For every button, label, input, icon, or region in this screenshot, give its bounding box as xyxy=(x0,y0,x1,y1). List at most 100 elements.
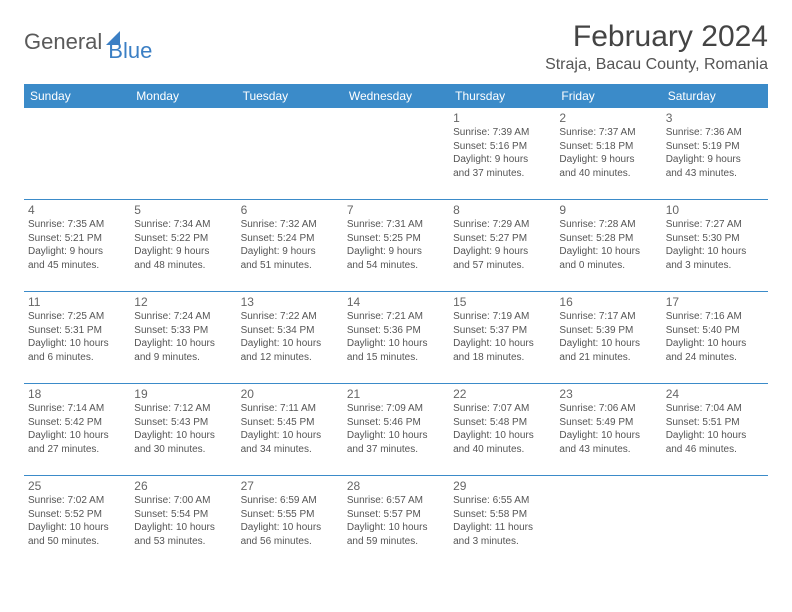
logo-text-2: Blue xyxy=(108,38,152,64)
day-number: 19 xyxy=(134,387,232,401)
day-cell: 28Sunrise: 6:57 AMSunset: 5:57 PMDayligh… xyxy=(343,476,449,568)
day-number: 10 xyxy=(666,203,764,217)
day-header-row: Sunday Monday Tuesday Wednesday Thursday… xyxy=(24,84,768,108)
empty-cell xyxy=(237,108,343,200)
sun-detail: Sunrise: 7:00 AM xyxy=(134,494,232,508)
sun-detail: Daylight: 9 hours xyxy=(559,153,657,167)
sun-detail: Sunrise: 7:27 AM xyxy=(666,218,764,232)
sun-detail: Sunset: 5:27 PM xyxy=(453,232,551,246)
sun-detail: Sunrise: 7:24 AM xyxy=(134,310,232,324)
sun-detail: Sunset: 5:34 PM xyxy=(241,324,339,338)
day-cell: 7Sunrise: 7:31 AMSunset: 5:25 PMDaylight… xyxy=(343,200,449,292)
sun-detail: Sunrise: 7:11 AM xyxy=(241,402,339,416)
day-cell: 16Sunrise: 7:17 AMSunset: 5:39 PMDayligh… xyxy=(555,292,661,384)
day-cell: 5Sunrise: 7:34 AMSunset: 5:22 PMDaylight… xyxy=(130,200,236,292)
sun-detail: and 43 minutes. xyxy=(666,167,764,181)
sun-detail: Sunrise: 7:25 AM xyxy=(28,310,126,324)
sun-detail: Daylight: 10 hours xyxy=(666,337,764,351)
sun-detail: Sunrise: 6:57 AM xyxy=(347,494,445,508)
sun-detail: Sunrise: 7:02 AM xyxy=(28,494,126,508)
sun-detail: Sunrise: 7:14 AM xyxy=(28,402,126,416)
sun-detail: and 53 minutes. xyxy=(134,535,232,549)
sun-detail: Sunset: 5:24 PM xyxy=(241,232,339,246)
day-number: 5 xyxy=(134,203,232,217)
sun-detail: Sunset: 5:21 PM xyxy=(28,232,126,246)
day-cell: 22Sunrise: 7:07 AMSunset: 5:48 PMDayligh… xyxy=(449,384,555,476)
day-number: 14 xyxy=(347,295,445,309)
sun-detail: and 37 minutes. xyxy=(453,167,551,181)
day-number: 12 xyxy=(134,295,232,309)
day-cell: 11Sunrise: 7:25 AMSunset: 5:31 PMDayligh… xyxy=(24,292,130,384)
sun-detail: Sunset: 5:19 PM xyxy=(666,140,764,154)
day-cell: 26Sunrise: 7:00 AMSunset: 5:54 PMDayligh… xyxy=(130,476,236,568)
sun-detail: Sunrise: 7:32 AM xyxy=(241,218,339,232)
day-cell: 6Sunrise: 7:32 AMSunset: 5:24 PMDaylight… xyxy=(237,200,343,292)
sun-detail: Sunrise: 7:39 AM xyxy=(453,126,551,140)
day-number: 22 xyxy=(453,387,551,401)
day-cell: 24Sunrise: 7:04 AMSunset: 5:51 PMDayligh… xyxy=(662,384,768,476)
sun-detail: and 57 minutes. xyxy=(453,259,551,273)
sun-detail: Sunset: 5:55 PM xyxy=(241,508,339,522)
sun-detail: Sunset: 5:58 PM xyxy=(453,508,551,522)
day-number: 2 xyxy=(559,111,657,125)
sun-detail: Sunset: 5:16 PM xyxy=(453,140,551,154)
day-number: 27 xyxy=(241,479,339,493)
day-cell: 3Sunrise: 7:36 AMSunset: 5:19 PMDaylight… xyxy=(662,108,768,200)
page-title: February 2024 xyxy=(545,20,768,54)
day-header: Saturday xyxy=(662,84,768,108)
sun-detail: Sunset: 5:57 PM xyxy=(347,508,445,522)
day-number: 24 xyxy=(666,387,764,401)
sun-detail: and 21 minutes. xyxy=(559,351,657,365)
sun-detail: Sunset: 5:45 PM xyxy=(241,416,339,430)
sun-detail: and 3 minutes. xyxy=(666,259,764,273)
day-number: 13 xyxy=(241,295,339,309)
sun-detail: Daylight: 9 hours xyxy=(241,245,339,259)
sun-detail: and 18 minutes. xyxy=(453,351,551,365)
sun-detail: and 30 minutes. xyxy=(134,443,232,457)
day-number: 28 xyxy=(347,479,445,493)
day-cell: 23Sunrise: 7:06 AMSunset: 5:49 PMDayligh… xyxy=(555,384,661,476)
sun-detail: Daylight: 10 hours xyxy=(453,429,551,443)
day-number: 1 xyxy=(453,111,551,125)
sun-detail: and 9 minutes. xyxy=(134,351,232,365)
sun-detail: and 45 minutes. xyxy=(28,259,126,273)
sun-detail: Sunset: 5:51 PM xyxy=(666,416,764,430)
sun-detail: Daylight: 10 hours xyxy=(559,245,657,259)
day-number: 18 xyxy=(28,387,126,401)
sun-detail: Sunrise: 7:35 AM xyxy=(28,218,126,232)
day-number: 4 xyxy=(28,203,126,217)
sun-detail: and 3 minutes. xyxy=(453,535,551,549)
sun-detail: Daylight: 10 hours xyxy=(28,521,126,535)
sun-detail: Daylight: 10 hours xyxy=(134,337,232,351)
sun-detail: and 59 minutes. xyxy=(347,535,445,549)
day-cell: 2Sunrise: 7:37 AMSunset: 5:18 PMDaylight… xyxy=(555,108,661,200)
sun-detail: and 48 minutes. xyxy=(134,259,232,273)
logo-text-1: General xyxy=(24,29,102,55)
sun-detail: Sunset: 5:52 PM xyxy=(28,508,126,522)
sun-detail: Sunset: 5:37 PM xyxy=(453,324,551,338)
location-label: Straja, Bacau County, Romania xyxy=(545,56,768,74)
day-number: 25 xyxy=(28,479,126,493)
week-row: 25Sunrise: 7:02 AMSunset: 5:52 PMDayligh… xyxy=(24,476,768,568)
sun-detail: Daylight: 10 hours xyxy=(347,521,445,535)
sun-detail: and 15 minutes. xyxy=(347,351,445,365)
day-cell: 8Sunrise: 7:29 AMSunset: 5:27 PMDaylight… xyxy=(449,200,555,292)
empty-cell xyxy=(343,108,449,200)
day-number: 15 xyxy=(453,295,551,309)
title-block: February 2024 Straja, Bacau County, Roma… xyxy=(545,20,768,74)
sun-detail: Daylight: 10 hours xyxy=(241,429,339,443)
sun-detail: Daylight: 11 hours xyxy=(453,521,551,535)
sun-detail: Sunrise: 6:55 AM xyxy=(453,494,551,508)
sun-detail: Sunset: 5:28 PM xyxy=(559,232,657,246)
sun-detail: Daylight: 10 hours xyxy=(453,337,551,351)
sun-detail: Sunset: 5:36 PM xyxy=(347,324,445,338)
day-cell: 10Sunrise: 7:27 AMSunset: 5:30 PMDayligh… xyxy=(662,200,768,292)
sun-detail: and 0 minutes. xyxy=(559,259,657,273)
sun-detail: Sunrise: 7:34 AM xyxy=(134,218,232,232)
sun-detail: and 34 minutes. xyxy=(241,443,339,457)
sun-detail: Sunrise: 6:59 AM xyxy=(241,494,339,508)
sun-detail: and 24 minutes. xyxy=(666,351,764,365)
sun-detail: Sunset: 5:48 PM xyxy=(453,416,551,430)
sun-detail: and 51 minutes. xyxy=(241,259,339,273)
sun-detail: Sunset: 5:25 PM xyxy=(347,232,445,246)
